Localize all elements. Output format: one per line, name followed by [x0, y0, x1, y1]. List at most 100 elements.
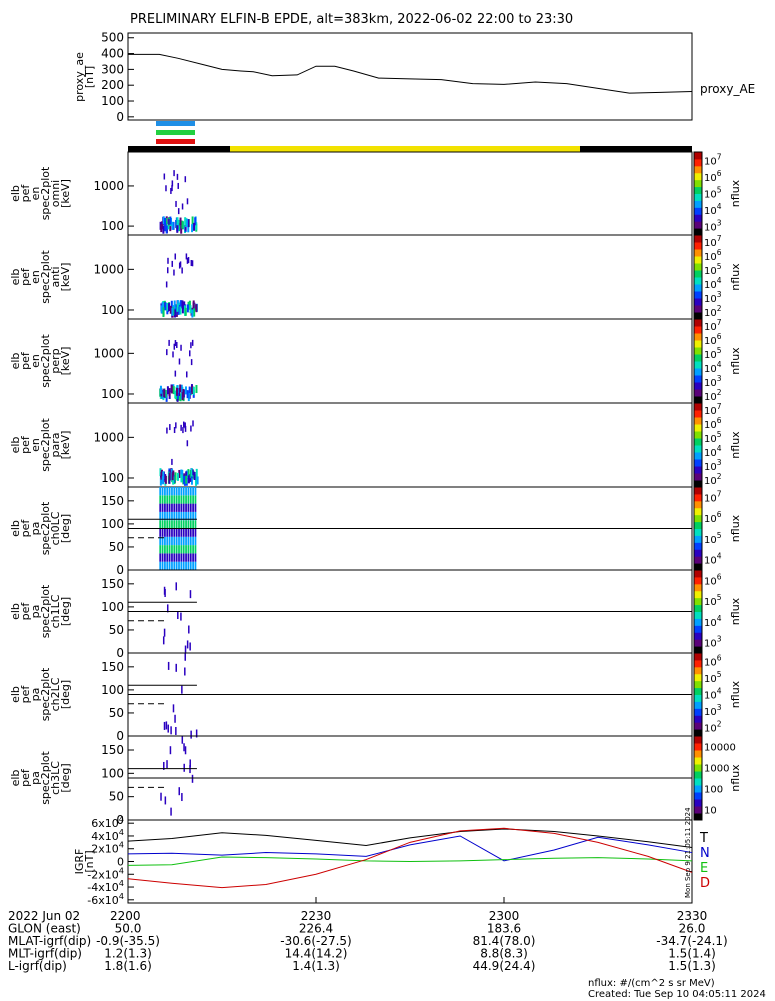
- spec-panel-8-colorbar-swatch: [694, 806, 702, 814]
- spec-panel-5-spectral-cell: [194, 545, 197, 554]
- spec-panel-4-spectral-cell: [166, 427, 168, 434]
- spec-panel-7-colorbar-swatch: [694, 666, 702, 675]
- spec-panel-3-zlabel-line: nflux: [729, 347, 742, 375]
- spec-panel-3-spectral-cell: [191, 339, 194, 346]
- spec-panel-5-spectral-cell: [192, 528, 194, 537]
- spec-panel-5-colorbar-swatch: [694, 549, 702, 557]
- spec-panel-5-spectral-cell: [161, 511, 164, 521]
- spec-panel-5-spectral-cell: [178, 503, 180, 512]
- spec-panel-4-spectral-cell: [160, 469, 163, 478]
- spec-panel-1-spectral-cell: [193, 222, 196, 231]
- spec-panel-8-colorbar-frame: [693, 735, 703, 821]
- spec-panel-8-ytick-label: 150: [101, 743, 124, 757]
- spec-panel-7-spectral-cell: [170, 726, 172, 735]
- spec-panel-5-spectral-cell: [171, 487, 173, 496]
- spec-panel-3-ylabel-line: elb: [9, 353, 22, 370]
- spec-panel-4-spectral-cell: [180, 469, 183, 478]
- spec-panel-1-spectral-cell: [160, 224, 163, 233]
- spec-panel-3-ylabel-line: perp: [49, 348, 62, 373]
- spec-panel-6-spectral-cell: [163, 628, 166, 637]
- spec-panel-3-zlabel-tick: 105: [704, 346, 722, 361]
- spec-panel-5-spectral-cell: [194, 495, 197, 504]
- spec-panel-6-colorbar-swatch: [694, 611, 702, 619]
- spec-panel-5-spectral-cell: [189, 487, 192, 496]
- spec-panel-5-spectral-cell: [168, 545, 171, 554]
- spec-panel-2-ylabel-line: spec2plot: [39, 250, 52, 304]
- spec-panel-5-spectral-cell: [192, 503, 194, 512]
- spec-panel-3-spectral-cell: [180, 344, 182, 351]
- spec-panel-5-spectral-cell: [171, 503, 173, 512]
- spec-panel-1-spectral-cell: [194, 217, 197, 226]
- spec-panel-6-ytick-label: 50: [109, 623, 124, 637]
- spec-panel-8-spectral-cell: [163, 761, 165, 770]
- spec-panel-7-ylabel-line: pef: [19, 685, 32, 704]
- spec-panel-3-spectral-cell: [163, 388, 166, 397]
- spec-panel-2-spectral-cell: [189, 305, 192, 314]
- spec-panel-5-spectral-cell: [175, 511, 178, 521]
- spec-panel-5-ytick-label: 0: [116, 563, 124, 577]
- spec-panel-5-spectral-cell: [187, 528, 190, 537]
- spec-panel-1-spectral-cell: [179, 217, 182, 226]
- spec-panel-5-spectral-cell: [194, 553, 197, 562]
- spec-panel-6-ytick-label: 0: [116, 646, 124, 660]
- spec-panel-3-spectral-cell: [174, 370, 177, 377]
- spec-panel-1-spectral-cell: [181, 220, 184, 229]
- spec-panel-5-spectral-cell: [161, 520, 164, 529]
- spec-panel-4-spectral-cell: [196, 476, 199, 485]
- spec-panel-1-zlabel-tick: 103: [704, 219, 722, 234]
- x-tick-label: 2300: [489, 909, 520, 923]
- spec-panel-2-colorbar-swatch: [694, 312, 702, 320]
- spec-panel-7-spectral-cell: [167, 724, 169, 733]
- spec-panel-2-spectral-cell: [164, 302, 167, 311]
- spec-panel-5-spectral-cell: [187, 495, 190, 504]
- spec-panel-3-spectral-cell: [195, 385, 198, 394]
- ephem-value: 8.8(8.3): [480, 947, 528, 961]
- spec-panel-6-ylabel-line: spec2plot: [39, 584, 52, 638]
- spec-panel-7-ytick-label: 50: [109, 706, 124, 720]
- spec-panel-1-spectral-cell: [169, 216, 172, 225]
- spec-panel-7-zlabel-tick: 105: [704, 670, 722, 685]
- spec-panel-5-spectral-cell: [175, 520, 178, 529]
- spec-panel-4-zlabel-tick: 104: [704, 444, 722, 459]
- spec-panel-2-ylabel-line: en: [29, 270, 42, 284]
- spec-panel-6-spectral-cell: [184, 645, 187, 654]
- spec-panel-2-spectral-cell: [167, 257, 169, 264]
- spec-panel-8-spectral-cell: [189, 759, 191, 768]
- spec-panel-4-colorbar-swatch: [694, 438, 702, 446]
- spec-panel-3-colorbar-swatch: [694, 375, 702, 383]
- spec-panel-5-spectral-cell: [159, 520, 162, 529]
- spec-panel-2-spectral-cell: [174, 253, 177, 260]
- spec-panel-1-spectral-cell: [172, 221, 175, 230]
- spec-panel-6-spectral-cell: [189, 642, 191, 651]
- spec-panel-5-spectral-cell: [173, 495, 176, 504]
- spec-panel-8-spectral-cell: [160, 792, 162, 801]
- spec-panel-5-spectral-cell: [166, 495, 169, 504]
- spec-panel-4-colorbar-swatch: [694, 431, 702, 439]
- spec-panel-2-zlabel-tick: 103: [704, 290, 722, 305]
- spec-panel-5-ytick-label: 50: [109, 540, 124, 554]
- spec-panel-4-zlabel-line: nflux: [729, 431, 742, 459]
- spec-panel-7-spectral-cell: [175, 663, 177, 672]
- spec-panel-1-colorbar-swatch: [694, 214, 702, 222]
- spec-panel-5-spectral-cell: [189, 536, 192, 546]
- spec-panel-5-spectral-cell: [180, 528, 183, 537]
- spec-panel-8-colorbar-swatch: [694, 778, 702, 786]
- spec-panel-2-spectral-cell: [167, 267, 169, 274]
- spec-panel-3-colorbar-swatch: [694, 340, 702, 348]
- spec-panel-5-spectral-cell: [159, 528, 162, 537]
- spec-panel-7-zlabel-tick: 102: [704, 720, 722, 735]
- spec-panel-5-spectral-cell: [180, 503, 183, 512]
- spec-panel-2-zlabel-tick: 107: [704, 234, 722, 249]
- spec-panel-5-spectral-cell: [178, 528, 180, 537]
- spec-panel-2-spectral-cell: [186, 257, 189, 264]
- spec-panel-1-ytick-label: 1000: [93, 179, 124, 193]
- spec-panel-2-spectral-cell: [173, 309, 176, 318]
- spec-panel-7-colorbar-swatch: [694, 715, 702, 723]
- spec-panel-5-spectral-cell: [182, 495, 185, 504]
- spec-panel-5-spectral-cell: [178, 553, 180, 562]
- spec-panel-3-spectral-cell: [168, 339, 170, 346]
- spec-panel-5-spectral-cell: [171, 536, 173, 546]
- spec-panel-8-colorbar-swatch: [694, 792, 702, 800]
